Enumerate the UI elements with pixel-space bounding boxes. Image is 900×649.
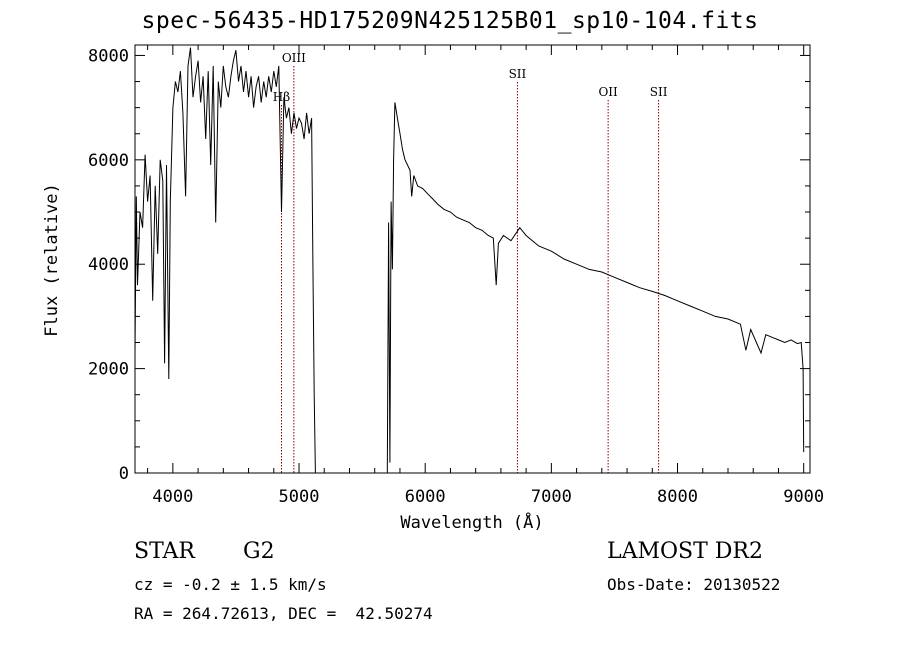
spectrum-line	[134, 47, 805, 474]
emission-line-label: OII	[598, 85, 618, 99]
coordinates-info: RA = 264.72613, DEC = 42.50274	[134, 604, 433, 623]
y-tick-label: 2000	[88, 360, 129, 380]
observation-date: Obs-Date: 20130522	[607, 575, 781, 594]
x-tick-label: 7000	[531, 487, 572, 507]
redshift-info: cz = -0.2 ± 1.5 km/s	[134, 575, 327, 594]
emission-lines-layer: Hβ OIII SII OII SII	[273, 51, 668, 473]
x-axis-ticks: 4000 5000 6000 7000 8000 9000	[147, 45, 824, 507]
spectral-subclass: G2	[243, 539, 275, 564]
y-tick-label: 6000	[88, 151, 129, 171]
x-tick-label: 4000	[152, 487, 193, 507]
y-tick-label: 0	[119, 464, 129, 484]
y-tick-label: 8000	[88, 46, 129, 66]
x-tick-label: 5000	[279, 487, 320, 507]
emission-line-label: Hβ	[273, 90, 290, 104]
object-type: STAR	[134, 539, 195, 564]
emission-line-label: OIII	[282, 51, 306, 65]
y-tick-label: 4000	[88, 255, 129, 275]
emission-line-label: SII	[650, 85, 668, 99]
emission-line-label: SII	[509, 67, 527, 81]
survey-name: LAMOST DR2	[607, 539, 763, 564]
y-axis-label: Flux (relative)	[42, 183, 62, 337]
x-tick-label: 6000	[405, 487, 446, 507]
plot-frame	[134, 44, 811, 474]
x-tick-label: 9000	[783, 487, 824, 507]
y-axis-ticks: 0 2000 4000 6000 8000	[88, 46, 810, 484]
x-axis-label: Wavelength (Å)	[400, 511, 543, 533]
chart-title: spec-56435-HD175209N425125B01_sp10-104.f…	[141, 8, 759, 34]
x-tick-label: 8000	[657, 487, 698, 507]
